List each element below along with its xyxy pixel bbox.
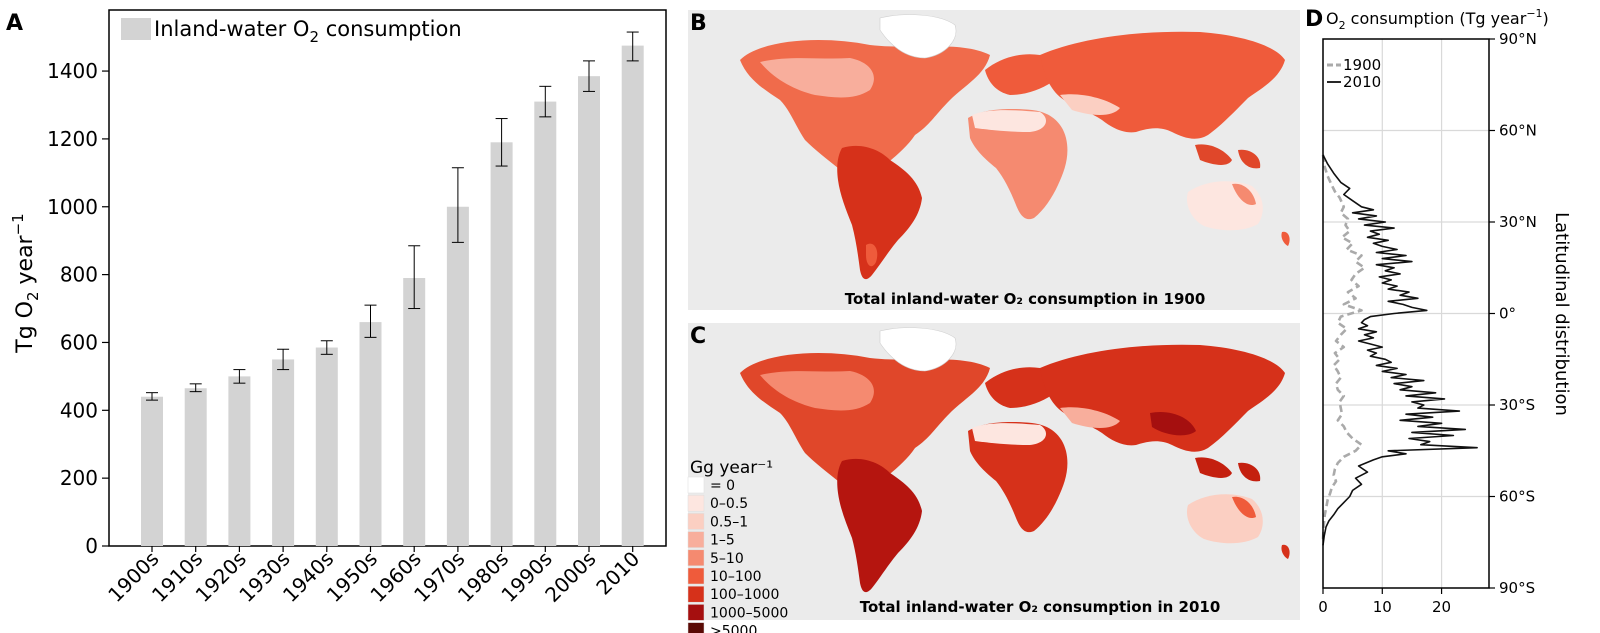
panel-c-map-2010: C Total inland-water O₂ consumption in 2… xyxy=(687,323,1300,633)
latitude-tick-label: 90°S xyxy=(1499,579,1535,597)
legend-swatch xyxy=(687,567,705,585)
legend-item-label: 10–100 xyxy=(710,569,762,585)
latitude-tick-label: 90°N xyxy=(1499,30,1537,48)
legend-swatch xyxy=(687,476,705,494)
error-bar-1970s xyxy=(451,167,464,243)
legend-item-label: 100–1000 xyxy=(710,587,779,603)
legend-swatch xyxy=(687,549,705,567)
x-tick-label: 0 xyxy=(1318,598,1328,616)
panel-b-letter: B xyxy=(690,11,707,36)
map-c-landmasses xyxy=(740,327,1290,593)
bar-1970s xyxy=(446,206,469,546)
error-bar-2000s xyxy=(583,60,595,92)
x-tick-label: 2010 xyxy=(591,547,644,600)
error-bar-1910s xyxy=(189,383,202,393)
error-bar-1900s xyxy=(146,392,158,401)
bar-1980s xyxy=(490,142,513,546)
legend-item-label: = 0 xyxy=(710,478,735,494)
legend-label-2010: 2010 xyxy=(1343,73,1381,91)
bar-1940s xyxy=(315,347,338,546)
y-tick-label: 0 xyxy=(85,534,98,558)
panel-d-latitude-profile: D O2 consumption (Tg year−1) 90°N 60°N 30°… xyxy=(1305,7,1572,616)
map-b-title: Total inland-water O₂ consumption in 190… xyxy=(845,290,1206,308)
latitude-tick-label: 30°S xyxy=(1499,396,1535,414)
bar-2000s xyxy=(578,76,600,546)
latitude-tick-label: 60°S xyxy=(1499,488,1535,506)
error-bar-1990s xyxy=(539,85,552,118)
legend-item-label: 1–5 xyxy=(710,533,735,549)
legend-swatch xyxy=(687,604,705,621)
map-legend: Gg year⁻¹ = 0 0–0.5 0.5–1 1–5 5–10 10–100 100–… xyxy=(687,458,788,633)
bar-2010 xyxy=(621,45,644,547)
panel-d-title: O2 consumption (Tg year−1) xyxy=(1326,7,1549,32)
bar-1900s xyxy=(141,396,163,546)
error-bar-1930s xyxy=(277,348,290,371)
panel-a-letter: A xyxy=(6,11,23,36)
latitude-tick-label: 30°N xyxy=(1499,213,1537,231)
y-tick-label: 800 xyxy=(60,263,98,287)
bar-1920s xyxy=(228,376,251,546)
panel-c-letter: C xyxy=(690,324,706,349)
error-bar-1920s xyxy=(233,369,246,384)
bar-1910s xyxy=(184,388,207,546)
bar-1950s xyxy=(359,322,382,546)
error-bar-1940s xyxy=(320,340,333,355)
error-bar-2010 xyxy=(626,31,639,62)
x-tick-label: 20 xyxy=(1432,598,1451,616)
series-line-1900 xyxy=(1321,154,1366,540)
map-b-landmasses xyxy=(740,14,1290,280)
y-tick-label: 600 xyxy=(60,330,98,354)
bar-1960s xyxy=(403,278,426,546)
series-line-2010 xyxy=(1322,154,1478,546)
legend-swatch xyxy=(687,494,705,512)
legend-item-label: 5–10 xyxy=(710,551,744,567)
y-axis-label: Tg O2 year−1 xyxy=(9,213,42,353)
panel-b-map-1900: B Total inland-water O₂ consumption in 1… xyxy=(688,10,1300,310)
y-tick-label: 400 xyxy=(60,398,98,422)
legend-swatch xyxy=(687,622,705,633)
panel-a-frame xyxy=(108,9,667,547)
y-tick-label: 200 xyxy=(60,466,98,490)
legend-label: Inland-water O2 consumption xyxy=(154,17,462,46)
panel-d-ylabel: Latitudinal distribution xyxy=(1551,212,1572,416)
y-tick-label: 1200 xyxy=(47,127,98,151)
y-tick-label: 1000 xyxy=(47,195,98,219)
legend-label-1900: 1900 xyxy=(1343,56,1381,74)
error-bar-1980s xyxy=(495,118,508,167)
latitude-tick-label: 0° xyxy=(1499,305,1516,323)
latitude-tick-label: 60°N xyxy=(1499,122,1537,140)
legend-item-label: 0.5–1 xyxy=(710,514,748,530)
legend-swatch xyxy=(687,513,705,530)
legend-item-label: 1000–5000 xyxy=(710,605,788,621)
map-c-title: Total inland-water O₂ consumption in 201… xyxy=(860,598,1221,616)
legend-item-label: 0–0.5 xyxy=(710,496,748,512)
map-legend-title: Gg year⁻¹ xyxy=(690,458,773,478)
x-tick-label: 2000s xyxy=(540,547,600,607)
bar-1990s xyxy=(534,101,557,546)
x-tick-label: 10 xyxy=(1373,598,1392,616)
legend-swatch xyxy=(687,585,705,603)
panel-d-letter: D xyxy=(1305,7,1323,32)
y-tick-label: 1400 xyxy=(47,59,98,83)
legend-swatch xyxy=(687,531,705,548)
legend-item-label: >5000 xyxy=(710,624,757,633)
legend-swatch-bar xyxy=(121,18,151,40)
error-bar-1960s xyxy=(408,245,421,310)
bar-1930s xyxy=(272,359,295,546)
error-bar-1950s xyxy=(364,304,377,338)
panel-a-legend: Inland-water O2 consumption xyxy=(121,17,462,46)
